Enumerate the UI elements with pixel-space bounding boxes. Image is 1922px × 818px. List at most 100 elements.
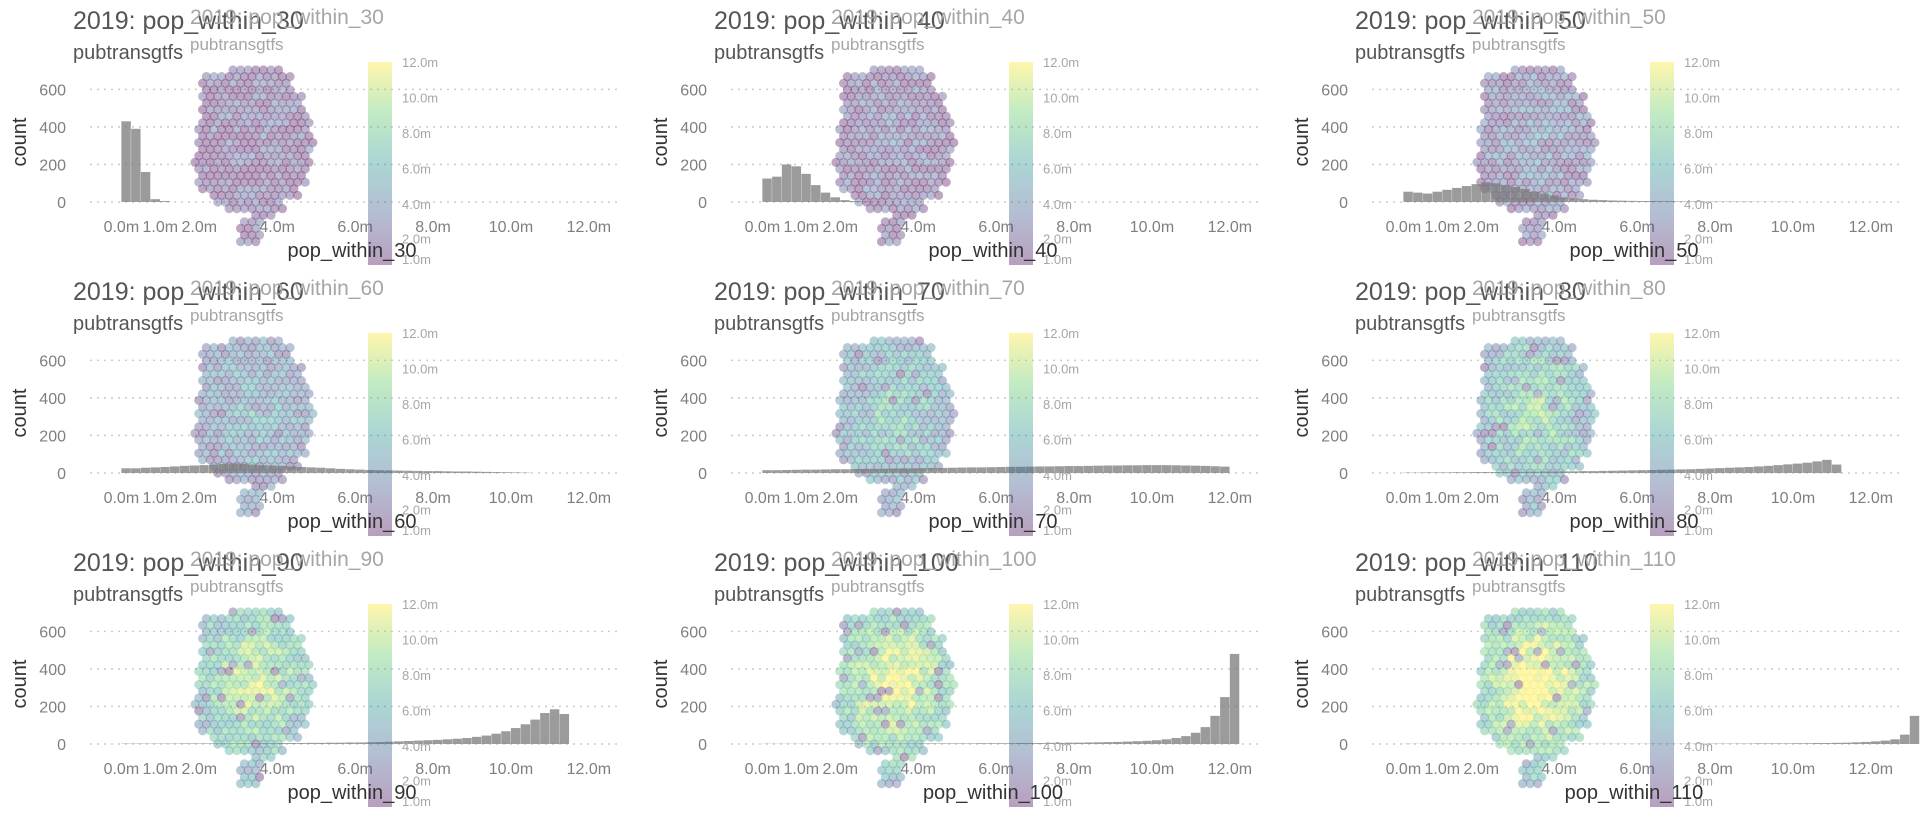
hex-cell	[1514, 746, 1524, 756]
hex-cell	[907, 197, 917, 207]
hex-cell	[877, 184, 887, 194]
hex-cell	[945, 402, 955, 412]
hex-cell	[247, 448, 257, 458]
hex-cell	[1575, 706, 1585, 716]
histogram-bar	[1122, 741, 1133, 744]
hex-cell	[1559, 124, 1569, 134]
hex-cell	[869, 713, 879, 723]
hex-cell	[1533, 765, 1543, 775]
hex-cell	[922, 660, 932, 670]
hex-cell	[300, 422, 310, 432]
hex-cell	[1544, 343, 1554, 353]
histogram-bar	[781, 164, 792, 202]
histogram-bar	[1802, 462, 1813, 473]
hex-cell	[194, 422, 204, 432]
histogram-bar	[1539, 471, 1550, 473]
hex-cell	[262, 448, 272, 458]
hex-cell	[1586, 428, 1596, 438]
hex-cell	[277, 422, 287, 432]
hex-cell	[205, 647, 215, 657]
hex-cell	[926, 356, 936, 366]
hex-cell	[289, 699, 299, 709]
histogram-bar	[433, 739, 443, 744]
hex-cell	[1533, 376, 1543, 386]
hex-cell	[220, 105, 230, 115]
hex-cell	[296, 415, 306, 425]
hex-cell	[941, 382, 951, 392]
hex-cell	[228, 376, 238, 386]
hex-cell	[1510, 726, 1520, 736]
hex-cell	[865, 177, 875, 187]
hex-cell	[899, 455, 909, 465]
colorbar-label: 12.0m	[1684, 326, 1720, 341]
hex-cell	[888, 732, 898, 742]
histogram-bar	[1783, 743, 1793, 744]
hex-cell	[877, 442, 887, 452]
hex-cell	[270, 475, 280, 485]
histogram-bar	[199, 743, 209, 744]
hex-cell	[1544, 138, 1554, 148]
hex-cell	[842, 627, 852, 637]
hex-cell	[922, 713, 932, 723]
hex-cell	[1510, 699, 1520, 709]
hex-cell	[247, 177, 257, 187]
hex-cell	[1537, 640, 1547, 650]
hex-cell	[1567, 190, 1577, 200]
hex-cell	[922, 362, 932, 372]
hex-cell	[262, 732, 272, 742]
hex-cell	[937, 660, 947, 670]
histogram-bar	[189, 465, 199, 473]
hex-cell	[850, 111, 860, 121]
histogram-bar	[1870, 741, 1881, 744]
hex-cell	[274, 131, 284, 141]
hex-cell	[247, 98, 257, 108]
hex-cell	[1537, 653, 1547, 663]
hex-cell	[243, 686, 253, 696]
hex-cell	[869, 660, 879, 670]
x-tick-label: 8.0m	[415, 490, 451, 507]
hex-cell	[1510, 144, 1520, 154]
hex-cell	[236, 197, 246, 207]
hex-cell	[304, 428, 314, 438]
x-tick-label: 8.0m	[1697, 490, 1733, 507]
hex-cell	[1506, 409, 1516, 419]
hex-cell	[194, 693, 204, 703]
hex-cell	[842, 382, 852, 392]
hex-cell	[873, 666, 883, 676]
hex-cell	[1563, 660, 1573, 670]
hex-cell	[217, 72, 227, 82]
hex-cell	[1499, 72, 1509, 82]
histogram-bar	[1054, 742, 1064, 744]
hex-cell	[1483, 706, 1493, 716]
hex-cell	[854, 171, 864, 181]
hex-cell	[190, 428, 200, 438]
hex-cell	[903, 448, 913, 458]
histogram-bar	[1783, 464, 1793, 473]
hex-cell	[1548, 633, 1558, 643]
histogram-bar	[218, 463, 229, 473]
hex-cell	[934, 653, 944, 663]
hex-cell	[926, 719, 936, 729]
hex-cell	[1487, 673, 1497, 683]
hex-cell	[1506, 164, 1516, 174]
hex-cell	[907, 442, 917, 452]
x-tick-label: 8.0m	[415, 219, 451, 236]
histogram-bar	[811, 185, 821, 202]
histogram-bar	[247, 464, 258, 473]
hex-cell	[1586, 402, 1596, 412]
hex-cell	[1540, 607, 1550, 617]
hex-cell	[217, 409, 227, 419]
hex-cell	[1521, 746, 1531, 756]
hex-cell	[842, 640, 852, 650]
hex-cell	[850, 177, 860, 187]
hex-cell	[262, 435, 272, 445]
hex-cell	[274, 336, 284, 346]
hex-cell	[1510, 647, 1520, 657]
hex-cell	[869, 376, 879, 386]
hex-cell	[1533, 144, 1543, 154]
hex-cell	[839, 118, 849, 128]
hex-cell	[877, 171, 887, 181]
hex-cell	[198, 105, 208, 115]
hex-cell	[858, 151, 868, 161]
hex-cell	[903, 204, 913, 214]
